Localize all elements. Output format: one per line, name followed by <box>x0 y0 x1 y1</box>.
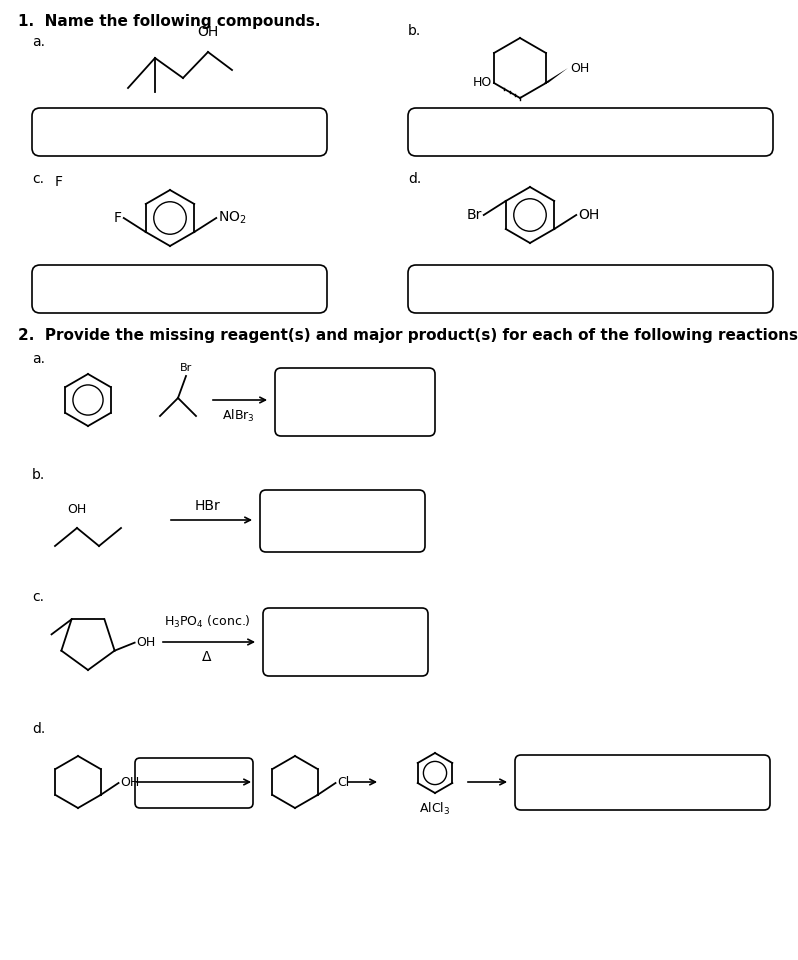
Text: b.: b. <box>32 468 45 482</box>
Text: OH: OH <box>67 503 87 516</box>
FancyBboxPatch shape <box>135 758 253 808</box>
Text: c.: c. <box>32 172 44 186</box>
FancyBboxPatch shape <box>408 108 773 156</box>
FancyBboxPatch shape <box>32 108 327 156</box>
FancyBboxPatch shape <box>515 755 770 810</box>
Text: H$_3$PO$_4$ (conc.): H$_3$PO$_4$ (conc.) <box>164 613 251 630</box>
Text: Br: Br <box>466 208 482 222</box>
Text: AlCl$_3$: AlCl$_3$ <box>420 801 451 817</box>
Text: a.: a. <box>32 35 45 49</box>
Text: Δ: Δ <box>202 650 211 664</box>
Polygon shape <box>544 68 568 83</box>
Text: d.: d. <box>408 172 421 186</box>
FancyBboxPatch shape <box>32 265 327 313</box>
Text: HBr: HBr <box>196 499 221 513</box>
FancyBboxPatch shape <box>275 368 435 436</box>
Text: 2.  Provide the missing reagent(s) and major product(s) for each of the followin: 2. Provide the missing reagent(s) and ma… <box>18 328 798 343</box>
Text: AlBr$_3$: AlBr$_3$ <box>222 408 255 424</box>
Text: NO$_2$: NO$_2$ <box>218 210 247 227</box>
FancyBboxPatch shape <box>260 490 425 552</box>
FancyBboxPatch shape <box>263 608 428 676</box>
Text: a.: a. <box>32 352 45 366</box>
Text: F: F <box>114 211 122 225</box>
Text: OH: OH <box>579 208 599 222</box>
Text: OH: OH <box>197 25 219 39</box>
Text: d.: d. <box>32 722 45 736</box>
FancyBboxPatch shape <box>408 265 773 313</box>
Text: Cl: Cl <box>338 777 350 789</box>
Text: 1.  Name the following compounds.: 1. Name the following compounds. <box>18 14 321 29</box>
Text: c.: c. <box>32 590 44 604</box>
Text: HO: HO <box>472 77 492 89</box>
Text: OH: OH <box>120 777 140 789</box>
Text: F: F <box>55 175 63 189</box>
Text: Br: Br <box>180 363 192 373</box>
Text: OH: OH <box>136 636 156 649</box>
Text: OH: OH <box>570 61 589 75</box>
Text: b.: b. <box>408 24 421 38</box>
